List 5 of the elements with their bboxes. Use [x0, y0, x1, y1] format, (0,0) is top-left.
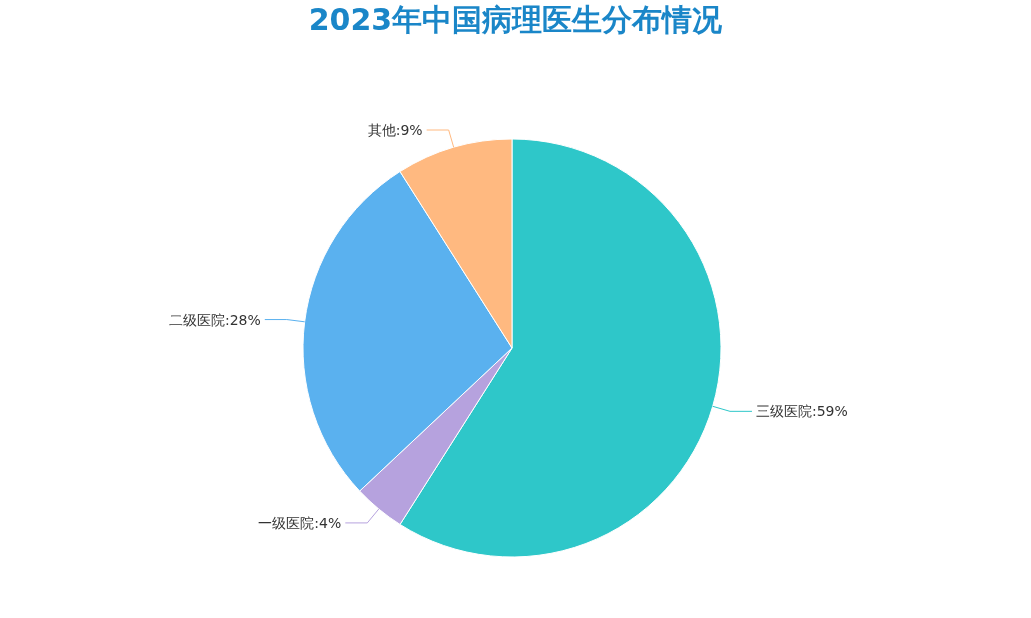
slice-label: 其他:9% — [367, 122, 423, 139]
slice-label: 二级医院:28% — [168, 311, 261, 328]
slice-label: 一级医院:4% — [258, 514, 342, 531]
chart-title: 2023年中国病理医生分布情况 — [308, 2, 724, 37]
slice-label: 三级医院:59% — [755, 403, 848, 420]
